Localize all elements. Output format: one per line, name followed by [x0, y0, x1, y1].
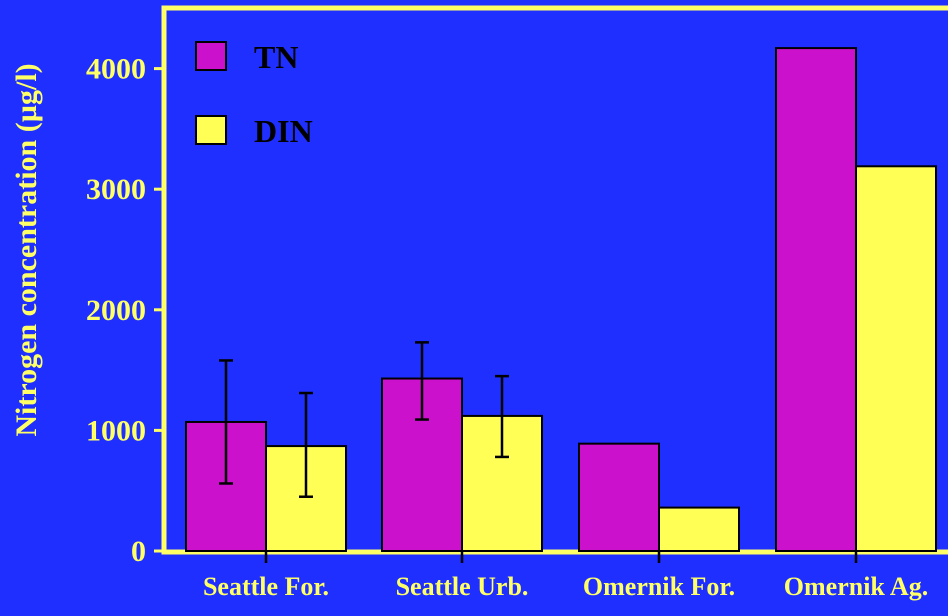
y-tick-label-0: 0: [131, 535, 146, 568]
x-tick-label-3: Omernik For.: [583, 572, 735, 601]
bars-layer: [185, 47, 937, 553]
legend-swatch-tn: [195, 41, 227, 71]
y-tick-label-3000: 3000: [86, 173, 146, 206]
y-axis-label: Nitrogen concentration (µg/l): [10, 63, 43, 436]
y-tick-label-1000: 1000: [86, 414, 146, 447]
plot-area: [161, 5, 948, 555]
x-tick-label-1: Seattle For.: [203, 572, 329, 601]
legend-label-din: DIN: [254, 113, 313, 149]
x-tick-label-4: Omernik Ag.: [784, 572, 928, 601]
bar-din-4: [855, 165, 937, 552]
bar-din-3: [658, 506, 740, 553]
error-bar-tn-2: [415, 341, 429, 421]
y-tick-label-2000: 2000: [86, 294, 146, 327]
error-bar-tn-1: [219, 359, 233, 485]
y-tick-label-4000: 4000: [86, 53, 146, 86]
x-tick-label-2: Seattle Urb.: [396, 572, 529, 601]
legend-item-din: DIN: [195, 113, 313, 149]
x-axis: Seattle For. Seattle Urb. Omernik For. Omer…: [203, 551, 928, 601]
error-bar-din-2: [495, 374, 509, 459]
error-bars-layer: [219, 341, 509, 498]
legend-label-tn: TN: [254, 39, 298, 75]
legend-item-tn: TN: [195, 39, 298, 75]
bar-tn-3: [578, 442, 660, 552]
y-axis: 0 1000 2000 3000 4000: [86, 53, 166, 568]
error-bar-din-1: [299, 391, 313, 498]
bar-tn-4: [775, 47, 857, 553]
legend-swatch-din: [195, 115, 227, 145]
legend: TN DIN: [195, 39, 313, 149]
